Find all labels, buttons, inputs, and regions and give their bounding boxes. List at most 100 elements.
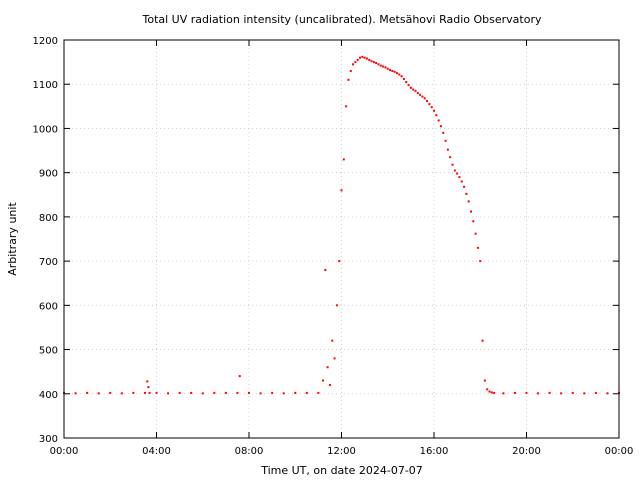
data-point bbox=[442, 131, 445, 134]
data-point bbox=[426, 100, 429, 103]
data-point bbox=[537, 392, 540, 395]
data-point bbox=[405, 81, 408, 84]
data-point bbox=[331, 339, 334, 342]
data-point bbox=[493, 391, 496, 394]
y-tick-label: 500 bbox=[39, 346, 58, 357]
data-point bbox=[328, 383, 331, 386]
data-point bbox=[379, 64, 382, 67]
data-point bbox=[146, 380, 149, 383]
axis-ticks bbox=[63, 39, 620, 439]
data-point bbox=[463, 185, 466, 188]
data-point bbox=[407, 84, 410, 87]
data-point bbox=[449, 156, 452, 159]
tick-labels: 00:00 04:00 08:00 12:00 16:00 20:00 00:0030040… bbox=[33, 36, 634, 457]
data-point bbox=[486, 388, 489, 391]
y-tick-label: 800 bbox=[39, 213, 58, 224]
data-point bbox=[490, 391, 493, 394]
data-point bbox=[147, 386, 150, 389]
data-point bbox=[248, 391, 250, 394]
data-point bbox=[97, 392, 100, 395]
x-axis-label: Time UT, on date 2024-07-07 bbox=[260, 464, 423, 477]
data-point bbox=[326, 366, 329, 369]
data-point bbox=[409, 86, 412, 89]
data-point bbox=[421, 95, 424, 98]
data-point bbox=[481, 339, 484, 342]
x-tick-label: 12:00 bbox=[327, 446, 356, 457]
chart-title: Total UV radiation intensity (uncalibrat… bbox=[142, 13, 542, 26]
data-point bbox=[354, 61, 357, 64]
data-point bbox=[356, 58, 359, 61]
x-tick-label: 08:00 bbox=[235, 446, 264, 457]
data-point bbox=[465, 192, 468, 195]
data-point bbox=[428, 103, 431, 106]
data-point bbox=[317, 391, 320, 394]
data-point bbox=[470, 210, 472, 213]
data-point bbox=[446, 148, 449, 151]
data-point bbox=[548, 391, 551, 394]
grid-lines bbox=[64, 40, 619, 438]
data-point bbox=[167, 392, 170, 395]
x-tick-label: 20:00 bbox=[512, 446, 541, 457]
data-point bbox=[606, 392, 609, 395]
data-point bbox=[389, 69, 392, 72]
x-tick-label: 00:00 bbox=[605, 446, 634, 457]
data-point bbox=[294, 391, 297, 394]
y-tick-label: 400 bbox=[39, 390, 58, 401]
data-point bbox=[349, 69, 352, 72]
data-point bbox=[74, 392, 77, 395]
data-point bbox=[416, 92, 419, 95]
data-point bbox=[282, 392, 285, 395]
data-point bbox=[236, 391, 239, 394]
data-point bbox=[342, 158, 345, 161]
data-point bbox=[430, 106, 433, 109]
data-point bbox=[423, 97, 426, 100]
data-point bbox=[120, 392, 123, 395]
data-point bbox=[368, 58, 371, 61]
data-point bbox=[382, 65, 385, 68]
y-tick-label: 1100 bbox=[33, 80, 58, 91]
x-tick-label: 04:00 bbox=[142, 446, 171, 457]
data-point bbox=[458, 176, 461, 179]
data-point bbox=[456, 172, 459, 175]
data-point bbox=[386, 67, 389, 70]
data-point bbox=[333, 357, 336, 360]
x-tick-label: 16:00 bbox=[420, 446, 449, 457]
data-point bbox=[502, 392, 505, 395]
data-point bbox=[513, 391, 516, 394]
data-point bbox=[414, 89, 417, 92]
data-point bbox=[238, 375, 241, 378]
data-point bbox=[178, 391, 181, 394]
data-point bbox=[437, 119, 440, 122]
data-point bbox=[322, 379, 324, 382]
data-point bbox=[271, 391, 274, 394]
y-tick-label: 700 bbox=[39, 257, 58, 268]
data-point bbox=[433, 109, 435, 112]
data-point bbox=[372, 61, 375, 64]
data-point bbox=[460, 180, 463, 183]
data-point bbox=[338, 260, 341, 263]
data-point bbox=[419, 93, 422, 96]
data-point bbox=[453, 169, 456, 172]
data-point bbox=[525, 391, 528, 394]
data-point bbox=[451, 163, 454, 166]
data-point bbox=[201, 392, 204, 395]
data-point bbox=[370, 60, 373, 63]
data-point bbox=[400, 75, 403, 78]
data-point bbox=[435, 114, 438, 117]
data-point bbox=[345, 105, 348, 108]
data-point bbox=[488, 390, 491, 393]
data-point bbox=[361, 55, 364, 58]
data-point bbox=[143, 391, 146, 394]
data-point bbox=[335, 304, 338, 307]
y-tick-label: 300 bbox=[39, 434, 58, 445]
data-point bbox=[363, 56, 366, 59]
data-point bbox=[474, 232, 477, 235]
data-point bbox=[384, 66, 387, 69]
y-tick-label: 1000 bbox=[33, 124, 58, 135]
data-point bbox=[391, 69, 394, 72]
data-point bbox=[365, 57, 368, 60]
data-point bbox=[396, 72, 398, 75]
data-point bbox=[560, 392, 563, 395]
data-point bbox=[377, 63, 380, 66]
